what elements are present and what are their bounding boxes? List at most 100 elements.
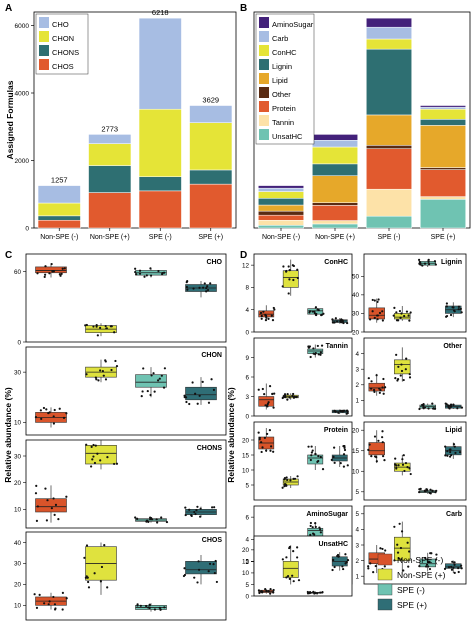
data-point xyxy=(92,325,95,328)
legend-label: Protein xyxy=(272,104,296,113)
legend-swatch-Lipid xyxy=(259,73,269,84)
data-point xyxy=(270,314,273,317)
data-point xyxy=(372,388,376,392)
bar-segment-CHOS xyxy=(189,183,233,229)
data-point xyxy=(269,588,272,591)
data-point xyxy=(141,390,144,393)
data-point xyxy=(292,549,295,553)
data-point xyxy=(267,590,270,593)
data-point xyxy=(93,461,97,465)
data-point xyxy=(382,455,385,458)
data-point xyxy=(288,269,291,272)
data-point xyxy=(266,404,269,407)
data-point xyxy=(192,287,195,290)
facet-title: Tannin xyxy=(326,343,348,350)
data-point xyxy=(395,467,398,470)
data-point xyxy=(264,404,267,407)
data-point xyxy=(50,507,53,510)
data-point xyxy=(394,457,397,460)
bar-segment-CHOS xyxy=(138,190,182,229)
y-axis-title-c: Relative abundance (%) xyxy=(3,387,13,483)
data-point xyxy=(334,317,337,320)
bar-segment-UnsatHC xyxy=(366,215,412,229)
data-point xyxy=(83,556,86,559)
data-point xyxy=(61,608,64,611)
data-point xyxy=(367,448,370,451)
data-point xyxy=(407,314,410,317)
data-point xyxy=(134,270,137,274)
data-point xyxy=(291,264,294,267)
y-tick-label: 0 xyxy=(25,226,29,233)
data-point xyxy=(35,484,38,487)
data-point xyxy=(184,506,187,509)
data-point xyxy=(403,314,406,318)
legend-swatch-Tannin xyxy=(259,115,269,126)
data-point xyxy=(285,484,288,487)
data-point xyxy=(136,517,139,520)
data-point xyxy=(296,546,299,549)
data-point xyxy=(367,377,370,380)
legend-label: Non-SPE (-) xyxy=(397,555,443,565)
data-point xyxy=(193,576,196,579)
data-point xyxy=(162,386,166,389)
data-point xyxy=(406,466,409,469)
bar-segment-Other xyxy=(420,167,466,170)
data-point xyxy=(408,550,411,553)
data-point xyxy=(285,476,288,479)
bar-total-label: 3629 xyxy=(202,96,219,105)
legend-label: AminoSugar xyxy=(272,20,314,29)
data-point xyxy=(342,409,346,412)
y-axis-title-d: Relative abundance (%) xyxy=(226,387,236,483)
data-point xyxy=(195,508,198,512)
box-NonSPEpos xyxy=(394,359,411,375)
data-point xyxy=(407,565,410,568)
facet-title: Lignin xyxy=(441,259,462,266)
data-point xyxy=(53,603,57,606)
data-point xyxy=(138,272,142,275)
data-point xyxy=(450,565,453,568)
data-point xyxy=(342,321,345,325)
data-point xyxy=(307,346,311,349)
data-point xyxy=(445,302,448,305)
data-point xyxy=(334,410,337,413)
data-point xyxy=(370,387,373,390)
data-point xyxy=(431,489,434,492)
data-point xyxy=(377,298,380,301)
data-point xyxy=(319,528,322,531)
data-point xyxy=(343,446,346,449)
y-tick-label: 6 xyxy=(245,374,249,381)
data-point xyxy=(51,270,54,273)
data-point xyxy=(264,588,267,591)
data-point xyxy=(448,455,452,458)
data-point xyxy=(292,278,295,282)
data-point xyxy=(34,492,38,495)
data-point xyxy=(409,311,412,314)
y-tick-label: 1 xyxy=(355,574,359,581)
data-point xyxy=(52,415,55,418)
data-point xyxy=(291,574,294,577)
data-point xyxy=(343,448,347,452)
data-point xyxy=(148,604,151,607)
data-point xyxy=(342,453,346,456)
data-point xyxy=(87,586,91,589)
data-point xyxy=(450,568,454,571)
data-point xyxy=(331,568,334,572)
bar-segment-CHOS xyxy=(88,192,132,229)
data-point xyxy=(283,482,287,486)
data-point xyxy=(287,292,290,295)
data-point xyxy=(288,278,291,281)
data-point xyxy=(263,393,266,396)
data-point xyxy=(212,563,215,566)
data-point xyxy=(196,402,199,405)
data-point xyxy=(435,489,438,493)
data-point xyxy=(260,441,263,444)
data-point xyxy=(309,533,312,536)
data-point xyxy=(138,269,142,272)
data-point xyxy=(377,439,380,442)
legend-swatch-CHO xyxy=(39,17,49,28)
y-tick-label: 12 xyxy=(242,262,250,269)
data-point xyxy=(272,450,275,453)
data-point xyxy=(311,310,314,313)
data-point xyxy=(45,408,48,411)
data-point xyxy=(312,590,315,593)
